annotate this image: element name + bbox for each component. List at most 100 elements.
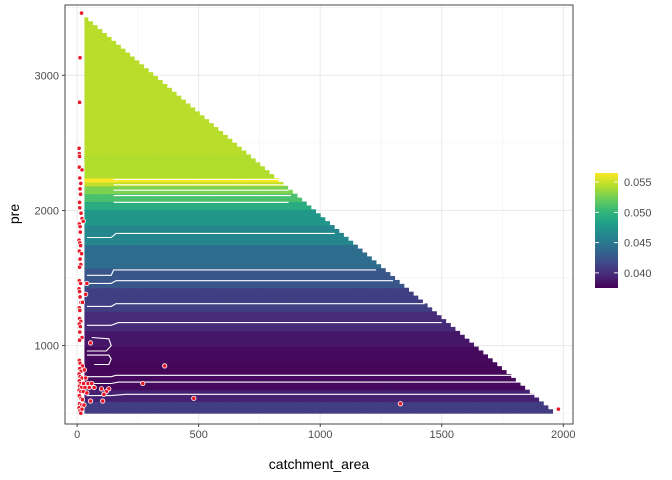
- heatmap-tile: [226, 405, 237, 410]
- heatmap-tile: [311, 389, 322, 395]
- heatmap-tile: [160, 162, 171, 167]
- heatmap-tile: [141, 185, 152, 191]
- heatmap-tile: [84, 36, 95, 42]
- heatmap-tile: [245, 358, 256, 363]
- heatmap-tile: [141, 283, 152, 289]
- heatmap-tile: [112, 354, 123, 359]
- heatmap-tile: [112, 295, 123, 301]
- heatmap-tile: [473, 350, 484, 355]
- heatmap-tile: [378, 358, 389, 363]
- heatmap-tile: [292, 205, 303, 210]
- heatmap-tile: [188, 240, 199, 246]
- heatmap-tile: [264, 236, 275, 242]
- heatmap-tile: [406, 373, 417, 379]
- heatmap-tile: [150, 362, 161, 367]
- heatmap-tile: [188, 119, 199, 124]
- heatmap-tile: [217, 240, 228, 246]
- heatmap-tile: [340, 248, 351, 253]
- heatmap-tile: [435, 377, 446, 383]
- heatmap-tile: [207, 303, 218, 308]
- heatmap-tile: [93, 338, 104, 344]
- heatmap-tile: [255, 338, 266, 344]
- heatmap-tile: [302, 275, 313, 281]
- heatmap-tile: [141, 264, 152, 269]
- heatmap-tile: [198, 377, 209, 383]
- heatmap-tile: [122, 185, 133, 191]
- heatmap-tile: [302, 326, 313, 332]
- heatmap-tile: [169, 119, 180, 124]
- y-tick-label: 2000: [35, 205, 59, 217]
- heatmap-tile: [292, 326, 303, 332]
- heatmap-tile: [150, 83, 161, 89]
- heatmap-tile: [150, 174, 161, 179]
- heatmap-tile: [302, 319, 313, 324]
- heatmap-tile: [179, 119, 190, 124]
- heatmap-tile: [255, 283, 266, 289]
- heatmap-tile: [188, 350, 199, 355]
- heatmap-tile: [264, 217, 275, 222]
- heatmap-tile: [122, 256, 133, 261]
- heatmap-tile: [321, 217, 326, 222]
- heatmap-tile: [179, 283, 190, 289]
- heatmap-tile: [103, 36, 112, 42]
- heatmap-tile: [122, 91, 133, 97]
- heatmap-tile: [226, 307, 237, 312]
- heatmap-tile: [292, 201, 303, 206]
- data-point: [100, 398, 106, 404]
- heatmap-tile: [226, 373, 237, 379]
- heatmap-tile: [217, 315, 228, 320]
- heatmap-tile: [112, 272, 123, 277]
- heatmap-tile: [444, 389, 455, 395]
- heatmap-tile: [226, 315, 237, 320]
- heatmap-tile: [292, 377, 303, 383]
- heatmap-tile: [150, 123, 161, 128]
- heatmap-tile: [188, 201, 199, 206]
- heatmap-tile: [387, 370, 398, 375]
- heatmap-tile: [122, 99, 133, 105]
- heatmap-tile: [131, 291, 142, 297]
- heatmap-tile: [131, 315, 142, 320]
- heatmap-tile: [207, 123, 214, 128]
- heatmap-tile: [387, 299, 398, 304]
- heatmap-tile: [93, 315, 104, 320]
- heatmap-tile: [255, 385, 266, 391]
- heatmap-tile: [378, 373, 389, 379]
- heatmap-tile: [226, 275, 237, 281]
- heatmap-tile: [406, 326, 417, 332]
- heatmap-tile: [103, 52, 114, 57]
- heatmap-tile: [131, 264, 142, 269]
- heatmap-tile: [93, 201, 104, 206]
- heatmap-tile: [444, 405, 455, 410]
- heatmap-tile: [179, 130, 190, 136]
- heatmap-tile: [321, 264, 332, 269]
- heatmap-tile: [236, 330, 247, 336]
- heatmap-tile: [245, 295, 256, 301]
- heatmap-tile: [84, 72, 95, 77]
- heatmap-tile: [160, 342, 171, 348]
- heatmap-tile: [387, 287, 398, 293]
- heatmap-tile: [141, 189, 152, 195]
- heatmap-tile: [245, 174, 256, 179]
- heatmap-tile: [188, 366, 199, 371]
- data-point: [76, 145, 82, 151]
- heatmap-tile: [84, 25, 95, 30]
- heatmap-tile: [454, 370, 465, 375]
- heatmap-tile: [141, 134, 152, 140]
- heatmap-tile: [539, 405, 549, 410]
- heatmap-tile: [492, 385, 503, 391]
- heatmap-tile: [141, 315, 152, 320]
- heatmap-tile: [255, 358, 266, 363]
- heatmap-tile: [245, 291, 256, 297]
- heatmap-tile: [340, 358, 351, 363]
- heatmap-tile: [217, 354, 228, 359]
- heatmap-tile: [217, 174, 228, 179]
- heatmap-tile: [264, 197, 275, 203]
- heatmap-tile: [150, 326, 161, 332]
- heatmap-tile: [160, 354, 171, 359]
- heatmap-tile: [112, 154, 123, 159]
- heatmap-tile: [435, 342, 446, 348]
- heatmap-tile: [226, 225, 237, 230]
- heatmap-tile: [416, 303, 427, 308]
- heatmap-tile: [274, 311, 285, 316]
- heatmap-tile: [93, 103, 104, 108]
